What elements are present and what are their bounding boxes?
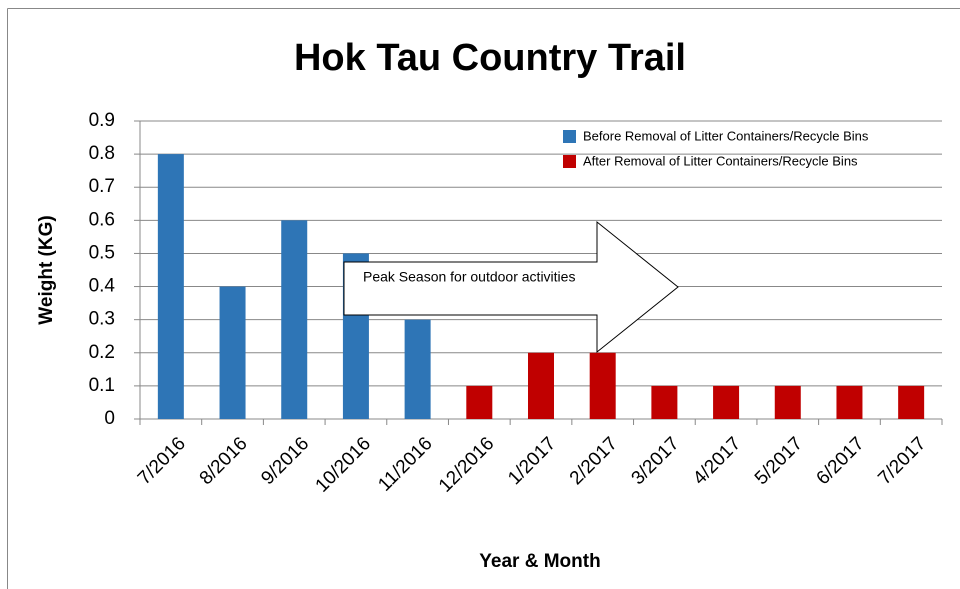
y-tick-label: 0.9 (89, 110, 115, 131)
bar (466, 385, 493, 419)
annotation: Peak Season for outdoor activities (363, 269, 575, 285)
y-tick-label: 0 (104, 408, 115, 429)
y-tick-label: 0.3 (89, 309, 115, 330)
legend-label: After Removal of Litter Containers/Recyc… (583, 153, 858, 168)
bar (836, 385, 863, 419)
annotation-arrow (343, 220, 679, 354)
y-tick-label: 0.7 (89, 176, 115, 197)
y-tick-label: 0.4 (89, 276, 116, 297)
y-tick-label: 0.8 (89, 143, 115, 164)
y-tick-label: 0.6 (89, 209, 115, 230)
bar (404, 319, 431, 419)
bar (589, 352, 616, 419)
y-axis-label: Weight (KG) (36, 215, 57, 324)
y-tick-label: 0.1 (89, 375, 115, 396)
bar (157, 154, 184, 419)
legend-swatch (563, 130, 576, 143)
bar (281, 220, 308, 419)
bar (651, 385, 678, 419)
legend-label: Before Removal of Litter Containers/Recy… (583, 128, 869, 143)
bar (219, 286, 246, 419)
legend-swatch (563, 155, 576, 168)
chart-title: Hok Tau Country Trail (294, 37, 686, 79)
bar (774, 385, 801, 419)
bar (713, 385, 740, 419)
x-axis-label: Year & Month (479, 551, 600, 572)
bar (898, 385, 925, 419)
bar (528, 352, 554, 419)
y-tick-label: 0.2 (89, 342, 115, 363)
y-tick-label: 0.5 (89, 242, 115, 263)
